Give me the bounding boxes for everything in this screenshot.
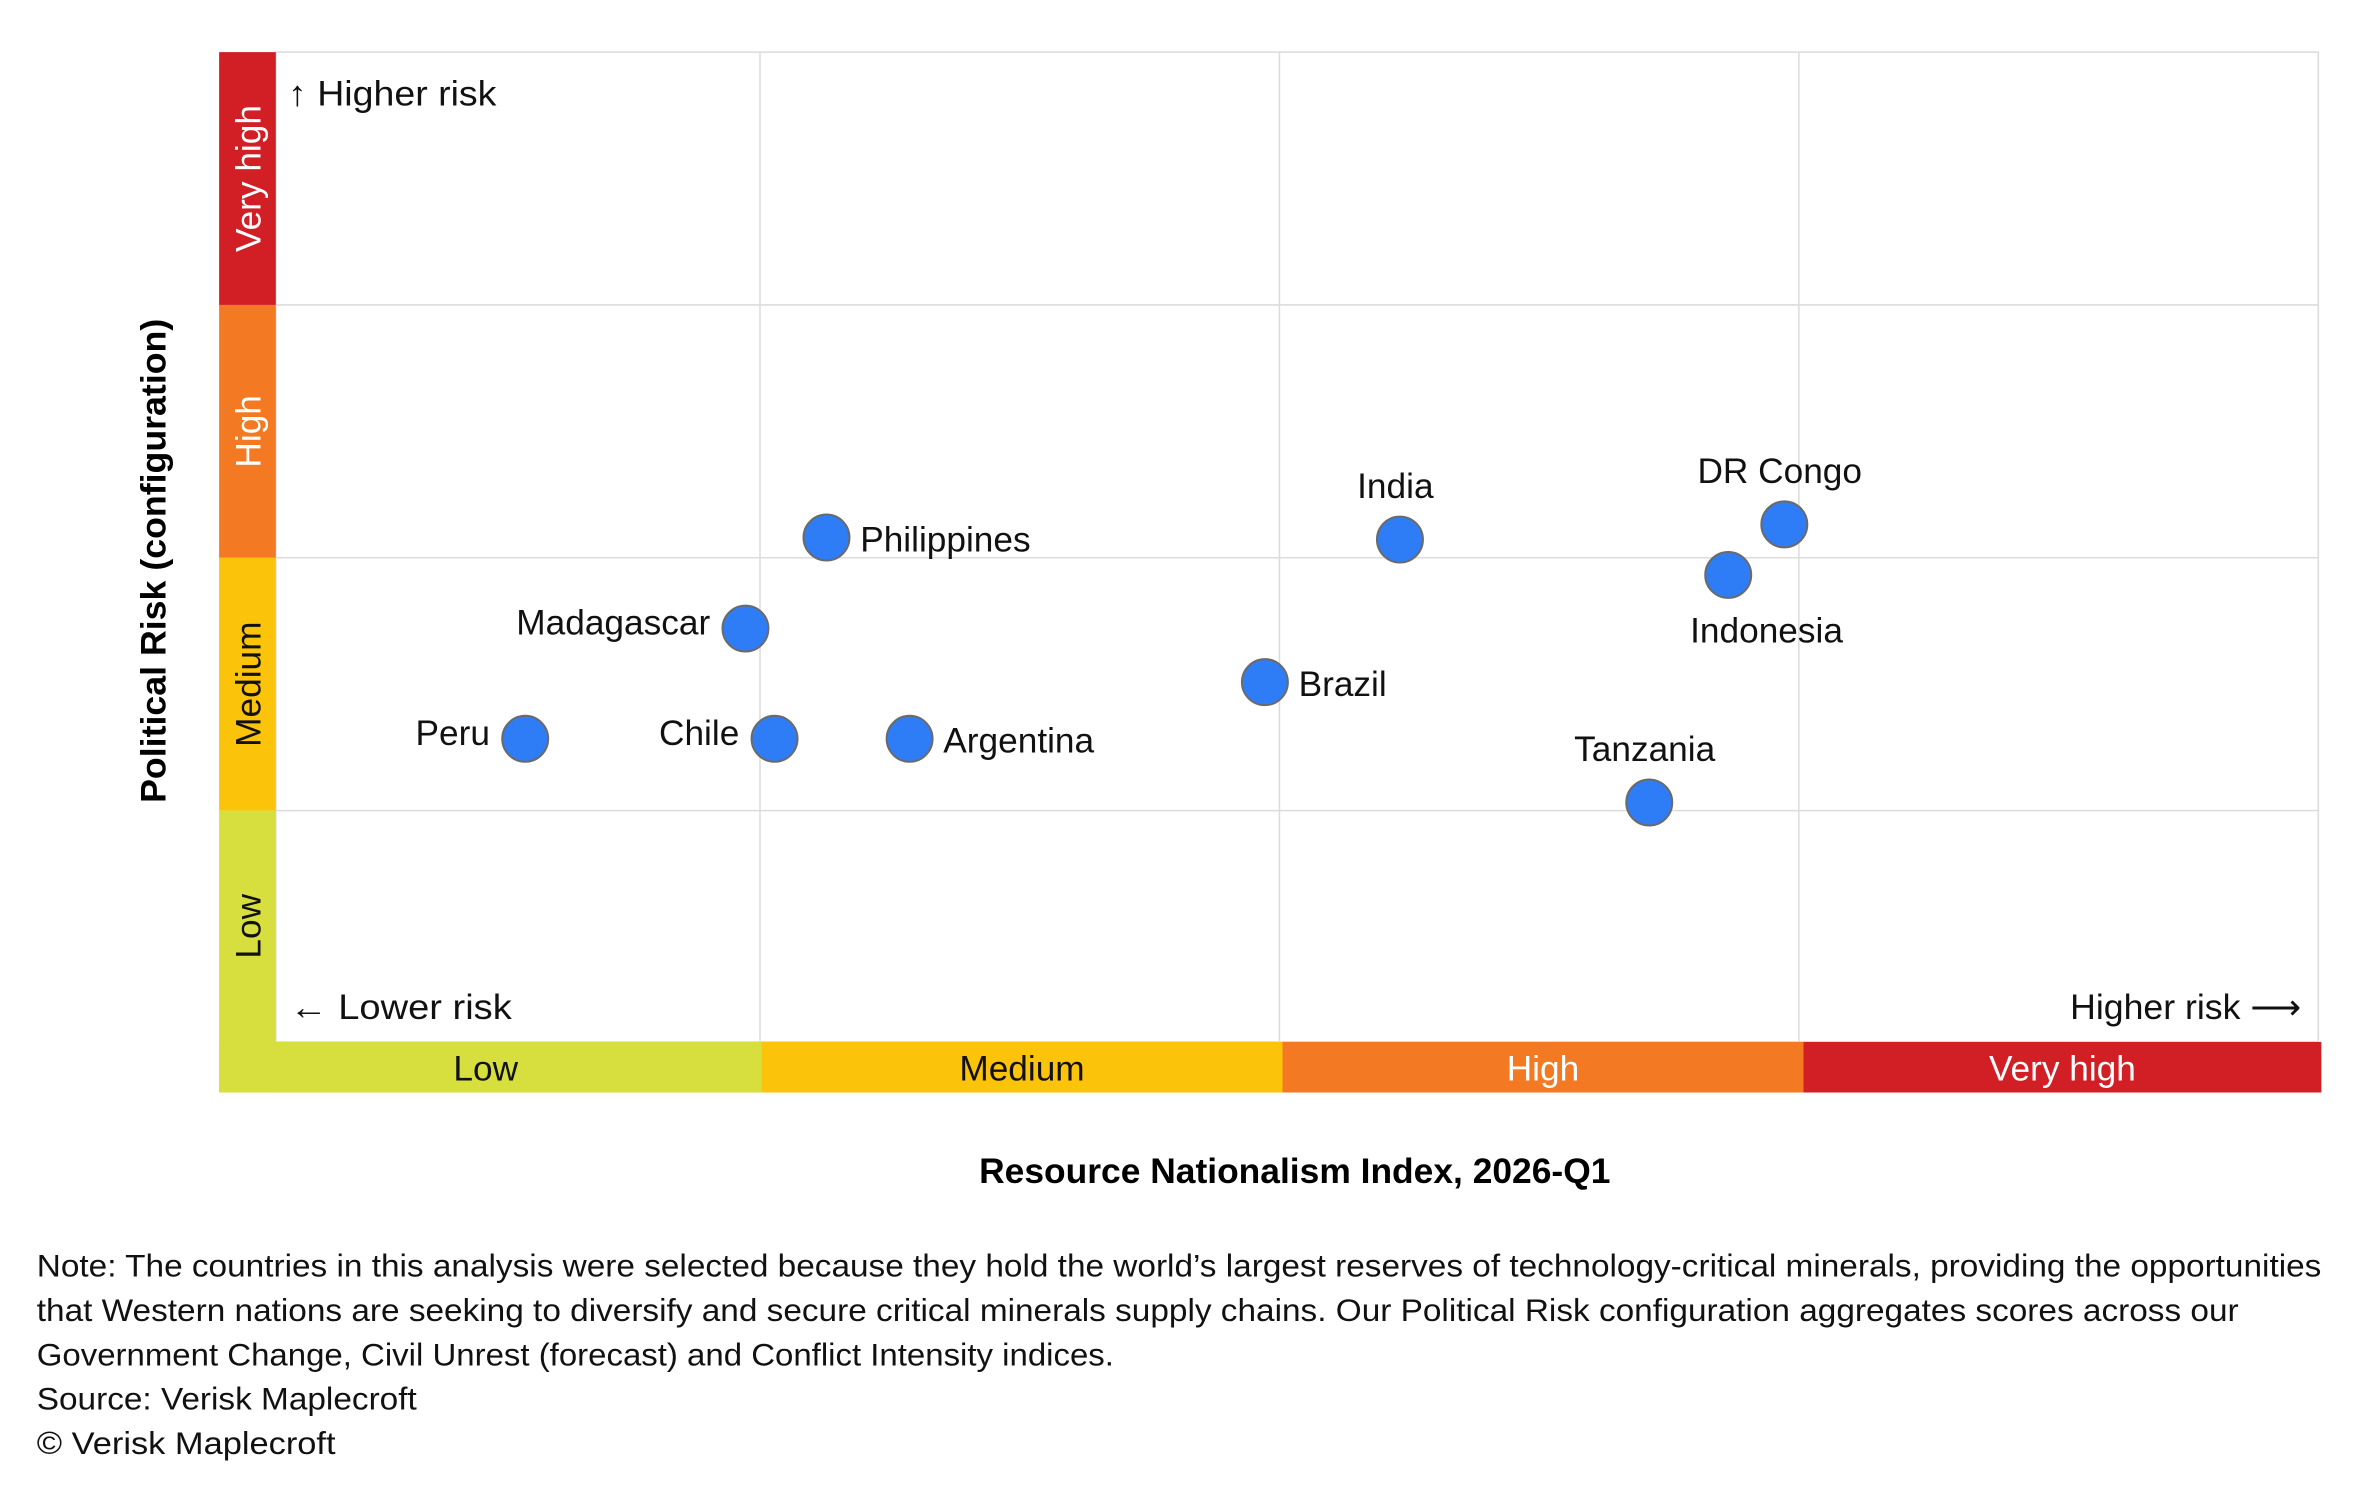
y-band-high	[219, 304, 276, 558]
point-label: Argentina	[943, 722, 1094, 761]
annotation-lower-risk: ← Lower risk	[290, 988, 513, 1027]
point-label: Brazil	[1299, 665, 1387, 704]
point-marker[interactable]	[1760, 500, 1809, 549]
x-band-label: Low	[453, 1049, 518, 1088]
point-label: Peru	[416, 714, 490, 753]
note-line-1: Note: The countries in this analysis wer…	[37, 1248, 2322, 1283]
note-line-3: Government Change, Civil Unrest (forecas…	[37, 1337, 1114, 1372]
point-marker[interactable]	[721, 604, 770, 653]
point-marker[interactable]	[1240, 658, 1289, 707]
point-label: Madagascar	[516, 604, 710, 643]
point-label: Indonesia	[1690, 611, 1843, 650]
data-point-indonesia[interactable]: Indonesia	[1690, 550, 1843, 650]
point-marker[interactable]	[1704, 550, 1753, 599]
data-point-tanzania[interactable]: Tanzania	[1574, 730, 1716, 827]
point-label: Chile	[659, 714, 739, 753]
y-band-medium	[219, 557, 276, 811]
x-band-label: High	[1507, 1049, 1579, 1088]
x-axis-bands: Low Medium High Very high	[219, 1041, 2322, 1093]
source-text: Source: Verisk Maplecroft	[37, 1382, 417, 1417]
x-band-high	[1282, 1041, 1804, 1093]
x-band-label: Very high	[1989, 1049, 2136, 1088]
point-marker[interactable]	[885, 714, 934, 763]
note-line-2: that Western nations are seeking to dive…	[37, 1293, 2239, 1328]
point-marker[interactable]	[1375, 515, 1424, 564]
data-point-argentina[interactable]: Argentina	[885, 714, 1095, 763]
point-label: DR Congo	[1697, 452, 1862, 491]
x-band-very-high	[1803, 1041, 2322, 1093]
point-label: India	[1357, 467, 1434, 506]
y-band-label: Medium	[229, 622, 268, 747]
y-axis-bands: Low Medium High Very high	[219, 52, 276, 1093]
data-point-philippines[interactable]: Philippines	[802, 513, 1031, 562]
data-point-dr-congo[interactable]: DR Congo	[1697, 452, 1862, 549]
y-band-label: High	[229, 395, 268, 467]
data-point-chile[interactable]: Chile	[659, 714, 799, 763]
point-label: Tanzania	[1574, 730, 1715, 769]
x-axis-title: Resource Nationalism Index, 2026-Q1	[979, 1152, 1610, 1191]
point-marker[interactable]	[750, 714, 799, 763]
annotation-higher-risk-up: ↑ Higher risk	[288, 75, 497, 114]
plot-area	[275, 51, 2320, 1043]
x-band-medium	[761, 1041, 1283, 1093]
y-band-label: Very high	[229, 105, 268, 252]
annotation-higher-risk-right: Higher risk ⟶	[2070, 988, 2301, 1027]
x-band-label: Medium	[959, 1049, 1084, 1088]
data-point-brazil[interactable]: Brazil	[1240, 658, 1387, 707]
y-band-very-high	[219, 52, 276, 305]
copyright-text: © Verisk Maplecroft	[37, 1426, 336, 1461]
y-band-label: Low	[229, 893, 268, 958]
data-points: Peru Chile Argentina Madagascar Philippines B…	[416, 452, 1862, 827]
x-band-low	[219, 1041, 762, 1093]
grid	[275, 51, 2320, 1043]
point-marker[interactable]	[802, 513, 851, 562]
point-marker[interactable]	[501, 714, 550, 763]
chart-note: Note: The countries in this analysis wer…	[37, 1248, 2322, 1461]
data-point-peru[interactable]: Peru	[416, 714, 550, 763]
data-point-madagascar[interactable]: Madagascar	[516, 604, 770, 653]
y-axis-title: Political Risk (configuration)	[134, 319, 173, 803]
point-marker[interactable]	[1625, 778, 1674, 827]
point-label: Philippines	[860, 520, 1030, 559]
data-point-india[interactable]: India	[1357, 467, 1434, 564]
